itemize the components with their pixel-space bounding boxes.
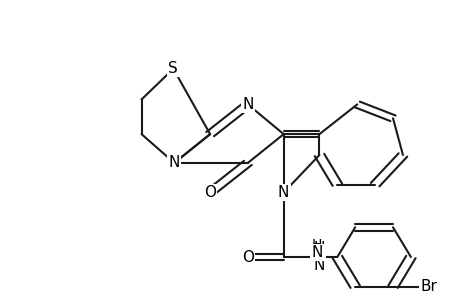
Text: H
N: H N — [313, 241, 325, 273]
Text: O: O — [204, 185, 216, 200]
Text: N: N — [168, 155, 179, 170]
Text: N: N — [242, 97, 253, 112]
Text: O: O — [241, 250, 253, 265]
Text: S: S — [168, 61, 178, 76]
Text: N: N — [277, 185, 289, 200]
Text: Br: Br — [420, 279, 436, 294]
Text: N: N — [311, 245, 322, 260]
Text: H: H — [311, 238, 322, 252]
